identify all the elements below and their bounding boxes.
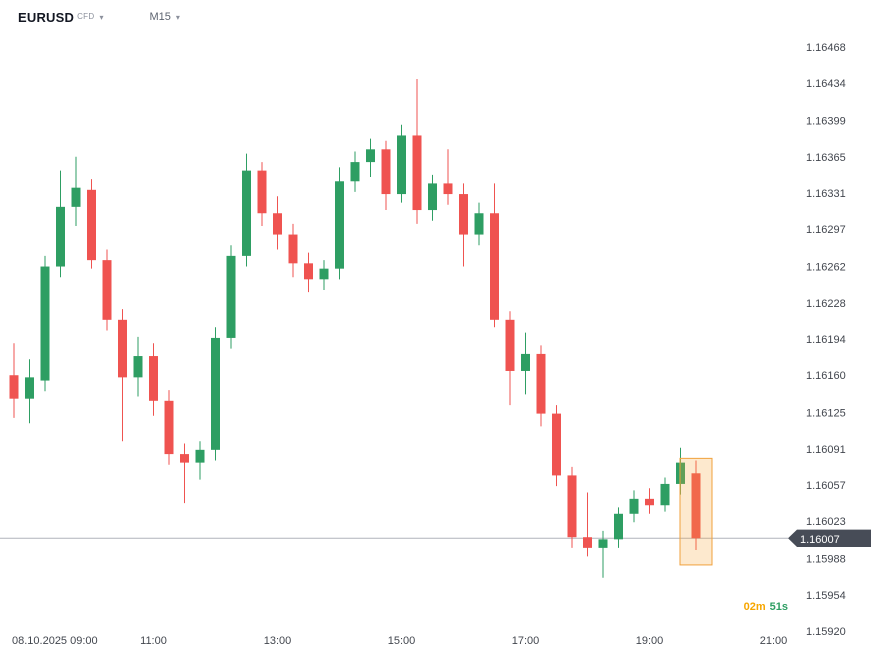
candle [319, 260, 329, 290]
price-axis-label: 1.16194 [806, 334, 846, 346]
time-axis-label: 15:00 [388, 635, 416, 647]
candle [102, 249, 112, 331]
time-axis-label: 08.10.2025 09:00 [12, 635, 98, 647]
candle [335, 167, 344, 280]
timeframe-label: M15 [149, 11, 171, 23]
candle [164, 390, 174, 465]
candle [552, 405, 561, 487]
chevron-down-icon: ▾ [175, 13, 180, 22]
countdown-seconds: 51s [769, 601, 788, 613]
candle [629, 490, 639, 523]
time-axis-label: 11:00 [140, 635, 167, 647]
timeframe-selector[interactable]: M15 ▾ [149, 11, 179, 24]
price-axis-label: 1.15988 [806, 554, 846, 566]
candle [71, 156, 81, 227]
symbol-label: EURUSD [18, 10, 75, 25]
current-price-badge: 1.16007 [788, 529, 871, 547]
candles-layer [9, 78, 701, 578]
current-candle-highlight [679, 457, 713, 566]
chevron-down-icon: ▾ [99, 13, 104, 22]
price-axis-label: 1.15954 [806, 590, 846, 602]
candle [598, 530, 608, 578]
current-price-label: 1.16007 [800, 534, 840, 546]
candle [505, 311, 515, 406]
candle [366, 138, 375, 178]
price-axis-label: 1.16434 [806, 78, 846, 90]
candle [288, 223, 298, 278]
candle [645, 488, 654, 514]
candle [40, 255, 50, 392]
candle [242, 153, 251, 267]
time-axis-label: 19:00 [636, 635, 664, 647]
time-axis-label: 21:00 [760, 635, 788, 647]
candle [412, 78, 422, 224]
candle [660, 477, 670, 512]
candle [257, 162, 267, 227]
price-axis-label: 1.16160 [806, 370, 846, 382]
price-axis-label: 1.16125 [806, 408, 846, 420]
candle [25, 359, 34, 424]
price-axis-label: 1.16399 [806, 116, 846, 128]
candle [521, 332, 530, 395]
candle [397, 124, 406, 203]
time-axis-label: 17:00 [512, 635, 540, 647]
chart-header: EURUSD CFD ▾ M15 ▾ [18, 11, 180, 25]
candle [9, 343, 19, 418]
price-axis-label: 1.16228 [806, 298, 846, 310]
candle [381, 140, 391, 211]
candle [350, 151, 360, 192]
symbol-selector[interactable]: EURUSD CFD ▾ [18, 11, 103, 25]
price-axis-label: 1.16091 [806, 444, 846, 456]
candle [149, 343, 158, 416]
candle [211, 327, 220, 461]
candle [443, 149, 453, 205]
price-axis-label: 1.16365 [806, 152, 846, 164]
chart-generated-layers: 1.16468 1.16434 1.16399 1.16365 1.16331 1.162… [0, 42, 846, 647]
candle [180, 443, 189, 504]
candle [614, 507, 623, 548]
price-axis-label: 1.16297 [806, 224, 846, 236]
candle [490, 183, 499, 328]
candle [133, 336, 143, 397]
price-axis-label: 1.16331 [806, 188, 846, 200]
candle [428, 174, 437, 221]
instrument-type-label: CFD [77, 12, 95, 21]
candle [583, 492, 592, 557]
candle [226, 245, 236, 349]
candle [195, 441, 205, 480]
candle [304, 252, 313, 293]
price-axis-label: 1.15920 [806, 626, 846, 638]
countdown-minutes: 02m [743, 601, 766, 613]
candle [459, 183, 468, 267]
price-axis-label: 1.16262 [806, 262, 846, 274]
price-axis[interactable]: 1.16468 1.16434 1.16399 1.16365 1.16331 1.162… [806, 42, 846, 638]
price-axis-label: 1.16057 [806, 480, 846, 492]
candle [474, 202, 484, 246]
candle [56, 170, 65, 278]
candle [691, 460, 701, 551]
candle [273, 196, 282, 250]
candle [567, 466, 577, 548]
price-axis-label: 1.16468 [806, 42, 846, 54]
current-price-badge-shape [788, 529, 871, 547]
time-axis-label: 13:00 [264, 635, 292, 647]
candle [536, 345, 546, 427]
candle [118, 309, 127, 442]
candle-countdown: 02m 51s [744, 601, 788, 613]
candle [87, 179, 96, 269]
price-axis-label: 1.16023 [806, 516, 846, 528]
time-axis[interactable]: 08.10.2025 09:00 11:00 13:00 15:00 17:00 19:0… [12, 635, 787, 647]
